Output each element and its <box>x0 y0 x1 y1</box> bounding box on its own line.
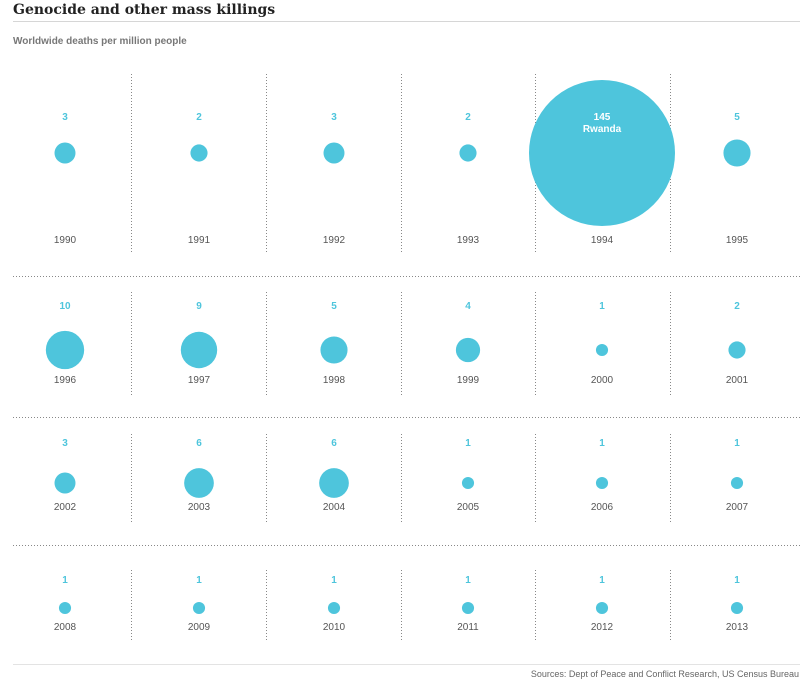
year-label: 2010 <box>323 622 346 633</box>
value-label: 1 <box>465 438 471 449</box>
bubble-2010 <box>327 601 341 615</box>
value-label: 1 <box>599 575 605 586</box>
bubble-1991 <box>190 144 208 162</box>
year-label: 2005 <box>457 502 480 513</box>
value-label: 1 <box>599 301 605 312</box>
year-label: 1998 <box>323 375 346 386</box>
value-label: 3 <box>62 438 68 449</box>
bubble-2002 <box>54 472 76 494</box>
annotation-label: Rwanda <box>583 124 622 135</box>
value-label: 1 <box>465 575 471 586</box>
bubble-2011 <box>461 601 475 615</box>
source-note: Sources: Dept of Peace and Conflict Rese… <box>530 669 799 679</box>
bubble-1999 <box>455 337 481 363</box>
footer-divider <box>13 664 800 665</box>
year-label: 1994 <box>591 235 614 246</box>
bubble-2003 <box>184 468 214 498</box>
bubble-2005 <box>461 476 475 490</box>
bubble-1993 <box>459 144 477 162</box>
year-label: 2001 <box>726 375 749 386</box>
value-label: 1 <box>196 575 202 586</box>
year-label: 2006 <box>591 502 614 513</box>
bubble-1990 <box>54 142 76 164</box>
bubble-2006 <box>595 476 609 490</box>
bubble-1997 <box>180 331 218 369</box>
bubble-1996 <box>45 330 85 370</box>
value-label: 9 <box>196 301 202 312</box>
bubble-1998 <box>320 336 348 364</box>
bubble-2004 <box>319 468 349 498</box>
value-label: 6 <box>331 438 337 449</box>
bubble-1994 <box>529 80 675 226</box>
year-label: 2002 <box>54 502 77 513</box>
bubble-1995 <box>723 139 751 167</box>
value-label: 1 <box>62 575 68 586</box>
value-label: 4 <box>465 301 471 312</box>
bubble-2009 <box>192 601 206 615</box>
value-label: 6 <box>196 438 202 449</box>
value-label: 1 <box>599 438 605 449</box>
year-label: 2007 <box>726 502 749 513</box>
value-label: 1 <box>734 575 740 586</box>
value-label: 3 <box>331 112 337 123</box>
chart-title: Genocide and other mass killings <box>13 2 276 18</box>
year-label: 1991 <box>188 235 211 246</box>
year-label: 2004 <box>323 502 346 513</box>
year-label: 1999 <box>457 375 480 386</box>
year-label: 2013 <box>726 622 749 633</box>
year-label: 1996 <box>54 375 77 386</box>
bubble-2000 <box>595 343 609 357</box>
year-label: 2008 <box>54 622 77 633</box>
bubble-2001 <box>728 341 746 359</box>
year-label: 2009 <box>188 622 211 633</box>
year-label: 1993 <box>457 235 480 246</box>
year-label: 1992 <box>323 235 346 246</box>
value-label: 3 <box>62 112 68 123</box>
value-label: 1 <box>734 438 740 449</box>
value-label: 2 <box>734 301 740 312</box>
title-divider <box>13 21 800 22</box>
chart-subtitle: Worldwide deaths per million people <box>13 36 187 47</box>
value-label: 1 <box>331 575 337 586</box>
bubble-2007 <box>730 476 744 490</box>
bubble-2013 <box>730 601 744 615</box>
value-label: 2 <box>465 112 471 123</box>
value-label: 5 <box>331 301 337 312</box>
year-label: 2003 <box>188 502 211 513</box>
bubble-2012 <box>595 601 609 615</box>
year-label: 2012 <box>591 622 614 633</box>
year-label: 2011 <box>457 622 479 633</box>
value-label: 5 <box>734 112 740 123</box>
year-label: 1997 <box>188 375 211 386</box>
bubble-1992 <box>323 142 345 164</box>
value-label: 10 <box>59 301 71 312</box>
year-label: 1995 <box>726 235 749 246</box>
value-label: 2 <box>196 112 202 123</box>
value-label: 145 <box>594 112 611 123</box>
bubble-2008 <box>58 601 72 615</box>
year-label: 1990 <box>54 235 77 246</box>
year-label: 2000 <box>591 375 614 386</box>
